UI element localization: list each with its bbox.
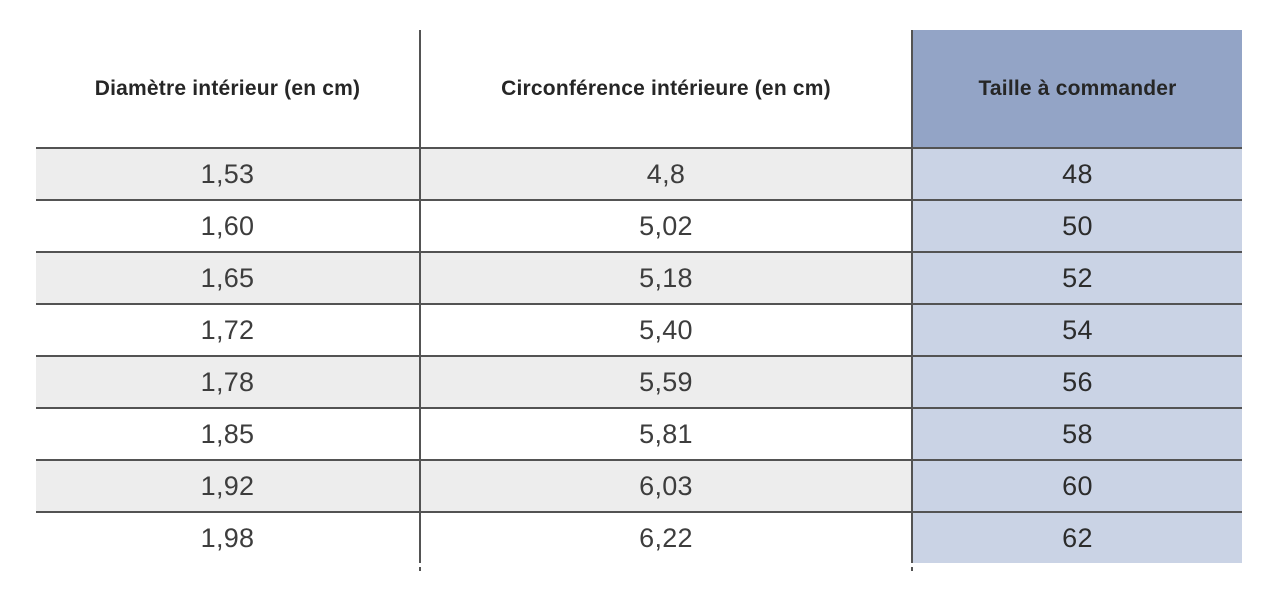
cell-circumference: 5,40 <box>419 303 911 355</box>
cell-circumference: 5,18 <box>419 251 911 303</box>
cell-circumference: 5,81 <box>419 407 911 459</box>
cell-size: 50 <box>911 199 1242 251</box>
ring-size-chart-table: Diamètre intérieur (en cm) Circonférence… <box>36 30 1242 567</box>
cell-diameter: 1,85 <box>36 407 419 459</box>
column-header-size: Taille à commander <box>911 30 1242 147</box>
cell-size: 62 <box>911 511 1242 563</box>
cell-size: 58 <box>911 407 1242 459</box>
cell-diameter: 1,98 <box>36 511 419 563</box>
cell-size: 56 <box>911 355 1242 407</box>
cell-circumference: 4,8 <box>419 147 911 199</box>
column-header-diameter: Diamètre intérieur (en cm) <box>94 77 361 100</box>
cell-circumference: 5,02 <box>419 199 911 251</box>
cell-diameter: 1,78 <box>36 355 419 407</box>
cell-circumference: 6,03 <box>419 459 911 511</box>
cell-circumference: 6,22 <box>419 511 911 563</box>
cell-diameter: 1,53 <box>36 147 419 199</box>
cell-diameter: 1,60 <box>36 199 419 251</box>
cell-size: 48 <box>911 147 1242 199</box>
cell-circumference: 5,59 <box>419 355 911 407</box>
cell-diameter: 1,65 <box>36 251 419 303</box>
cell-size: 54 <box>911 303 1242 355</box>
column-divider-extension <box>419 567 421 571</box>
cell-size: 60 <box>911 459 1242 511</box>
column-header-circumference: Circonférence intérieure (en cm) <box>419 30 911 147</box>
cell-size: 52 <box>911 251 1242 303</box>
column-divider-extension <box>911 567 913 571</box>
cell-diameter: 1,72 <box>36 303 419 355</box>
cell-diameter: 1,92 <box>36 459 419 511</box>
